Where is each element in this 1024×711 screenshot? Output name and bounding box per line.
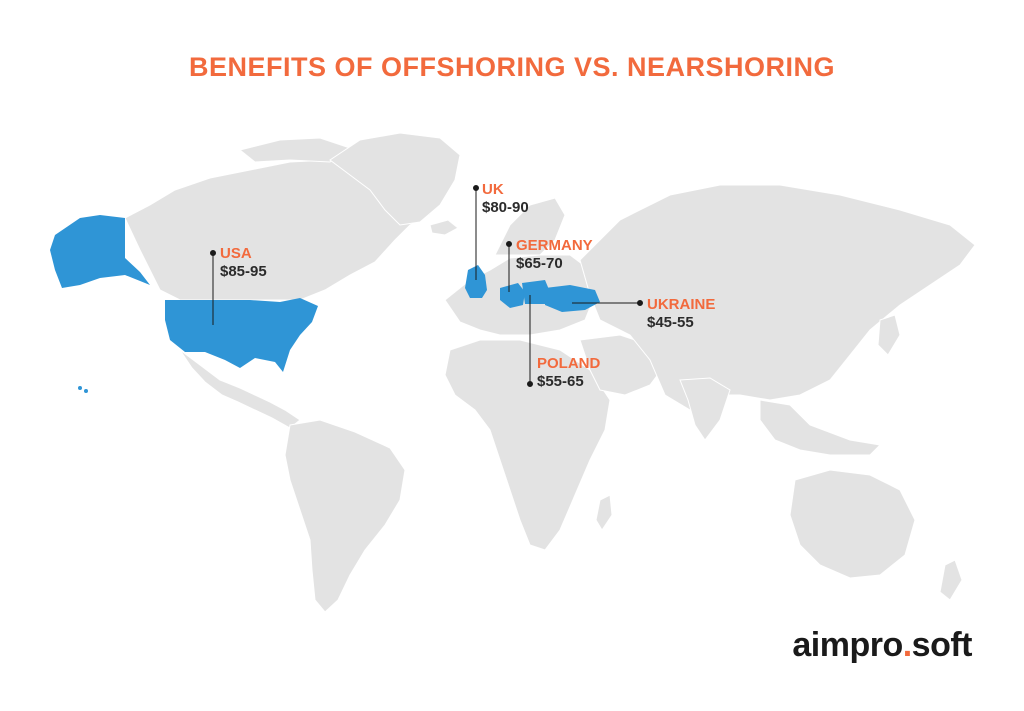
- madagascar-shape: [595, 494, 613, 531]
- asia-shape: [579, 184, 976, 411]
- uk-shape: [465, 265, 487, 298]
- marker-ukraine-country: UKRAINE: [647, 296, 715, 313]
- highlighted-countries: [50, 215, 600, 393]
- marker-uk-rate: $80-90: [482, 199, 529, 216]
- ukraine-shape: [545, 285, 600, 312]
- aimprosoft-logo: aimpro.soft: [792, 626, 972, 665]
- iceland-shape: [429, 219, 459, 236]
- south-america-shape: [284, 419, 406, 613]
- marker-uk-country: UK: [482, 181, 504, 198]
- india-shape: [679, 377, 731, 441]
- alaska-shape: [50, 215, 150, 288]
- land-masses: [124, 132, 976, 613]
- logo-dot: .: [902, 626, 912, 664]
- page-title: BENEFITS OF OFFSHORING VS. NEARSHORING: [188, 52, 836, 82]
- africa-shape: [444, 339, 611, 551]
- poland-shape: [522, 280, 550, 304]
- hawaii-shape: [84, 389, 88, 393]
- marker-poland-country: POLAND: [537, 355, 601, 372]
- usa-shape: [165, 298, 318, 372]
- marker-germany-country: GERMANY: [516, 237, 593, 254]
- hawaii-shape: [78, 386, 82, 390]
- scandinavia-shape: [494, 197, 566, 256]
- logo-left: aimpro: [792, 626, 903, 664]
- marker-leaders: [210, 185, 643, 387]
- greenland-shape: [329, 132, 461, 226]
- logo-right: soft: [911, 626, 973, 664]
- marker-labels: USA $85-95 UK $80-90 GERMANY $65-70 UKRA…: [220, 181, 715, 390]
- japan-shape: [877, 314, 901, 356]
- germany-shape: [500, 283, 525, 308]
- marker-usa-rate: $85-95: [220, 263, 267, 280]
- southeast-asia-shape: [759, 399, 882, 456]
- marker-germany-rate: $65-70: [516, 255, 563, 272]
- marker-usa-country: USA: [220, 245, 252, 262]
- australia-shape: [789, 469, 916, 579]
- new-zealand-shape: [939, 559, 963, 601]
- marker-ukraine-rate: $45-55: [647, 314, 694, 331]
- marker-poland-rate: $55-65: [537, 373, 584, 390]
